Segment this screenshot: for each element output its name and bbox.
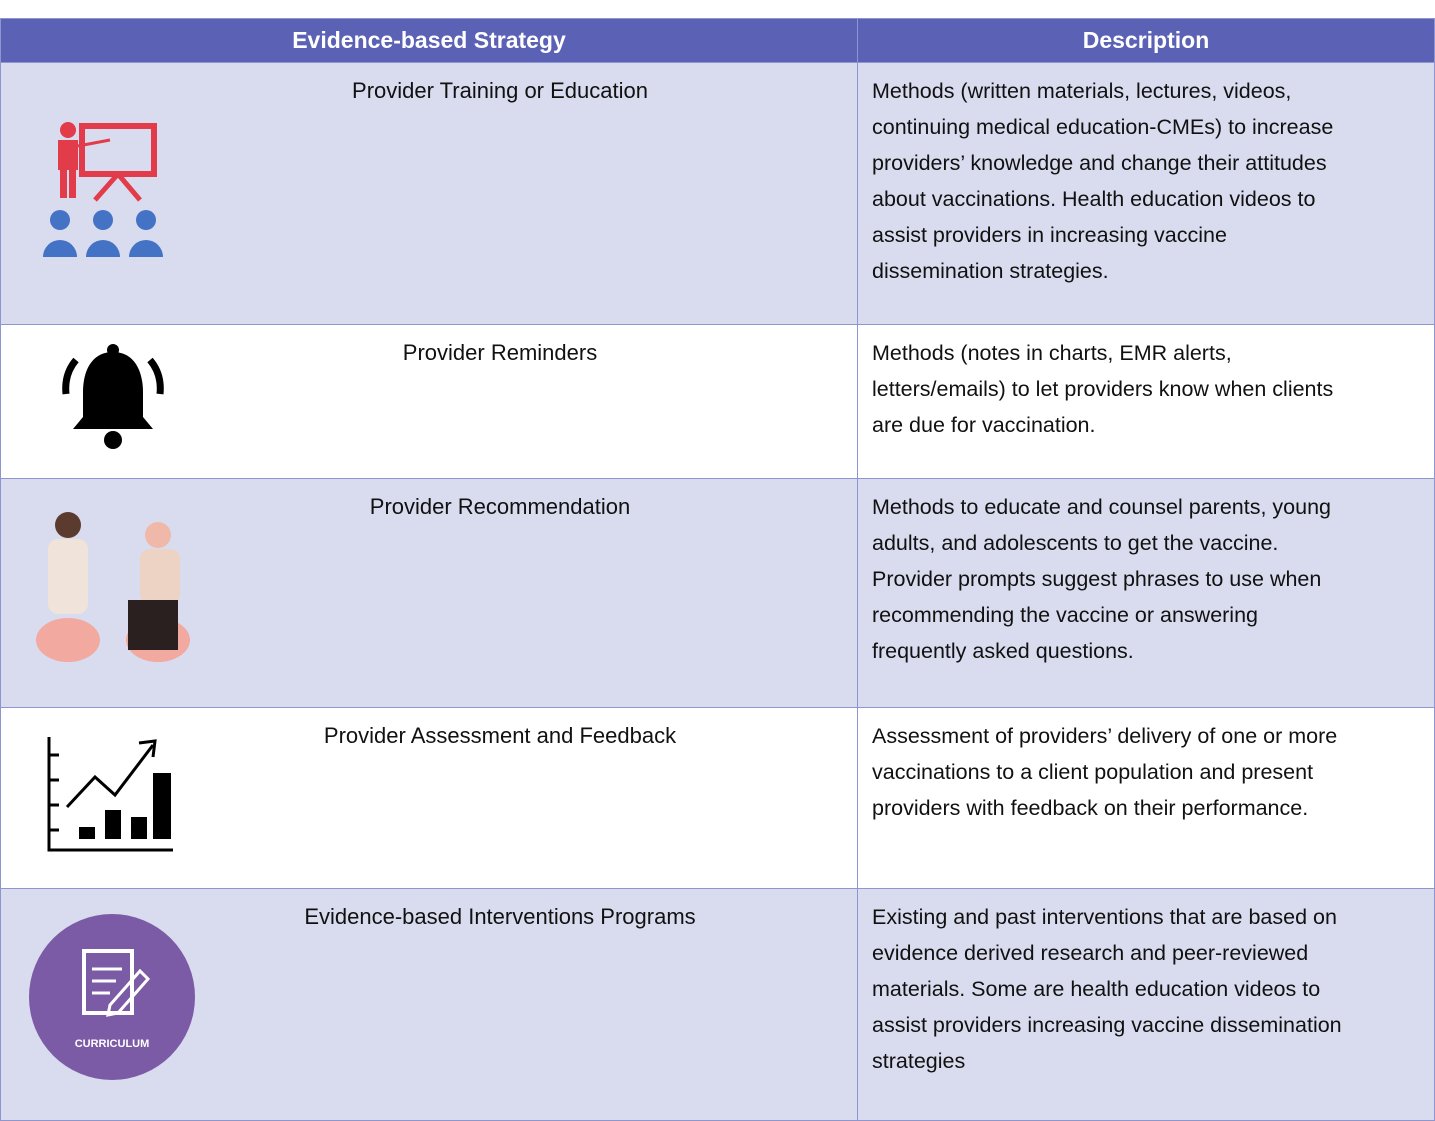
consultation-icon	[36, 512, 190, 662]
header-text: Description	[1082, 27, 1210, 53]
strategy-text: Provider Recommendation	[369, 494, 631, 519]
strategy-text: Provider Assessment and Feedback	[323, 723, 677, 748]
description-text: Assessment of providers’ delivery of one…	[872, 724, 1338, 820]
strategy-text: Evidence-based Interventions Programs	[304, 904, 696, 929]
header-text: Evidence-based Strategy	[292, 27, 566, 53]
bell-icon	[62, 344, 164, 449]
strategy-text: Provider Reminders	[402, 340, 598, 365]
chart-icon	[47, 737, 173, 852]
description-text: Methods (notes in charts, EMR alerts, le…	[872, 341, 1334, 437]
icon-label: CURRICULUM	[75, 1038, 150, 1050]
header-cell: Evidence-based Strategy	[0, 18, 858, 63]
curriculum-icon: CURRICULUM	[29, 914, 195, 1080]
description-text: Existing and past interventions that are…	[872, 905, 1342, 1073]
table-cell	[857, 478, 1435, 708]
description-text: Methods to educate and counsel parents, …	[872, 495, 1331, 663]
header-cell: Description	[857, 18, 1435, 63]
table-cell	[0, 62, 858, 325]
table-cell	[857, 707, 1435, 889]
table-cell	[857, 62, 1435, 325]
description-text: Methods (written materials, lectures, vi…	[872, 79, 1334, 283]
table-cell	[0, 707, 858, 889]
strategy-text: Provider Training or Education	[352, 78, 648, 103]
table-cell	[857, 888, 1435, 1121]
training-icon	[43, 122, 163, 257]
